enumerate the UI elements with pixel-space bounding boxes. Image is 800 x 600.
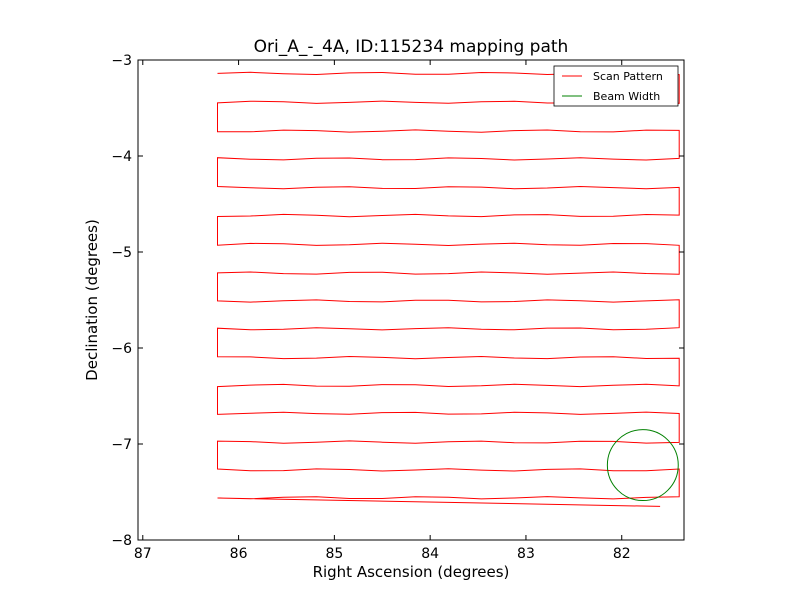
- chart-title: Ori_A_-_4A, ID:115234 mapping path: [254, 37, 569, 57]
- x-tick-label: 85: [325, 546, 343, 562]
- y-tick-label: −7: [111, 437, 132, 453]
- x-tick-label: 86: [230, 546, 248, 562]
- y-tick-label: −3: [111, 53, 132, 69]
- y-tick-label: −8: [111, 533, 132, 549]
- x-tick-label: 83: [517, 546, 535, 562]
- y-tick-label: −6: [111, 341, 132, 357]
- legend-box: [553, 65, 679, 107]
- y-tick-label: −4: [111, 149, 132, 165]
- x-axis-label: Right Ascension (degrees): [313, 563, 510, 581]
- plot-frame: [137, 59, 685, 541]
- x-tick-label: 87: [134, 546, 152, 562]
- beam-width-circle: [606, 429, 679, 502]
- y-tick-label: −5: [111, 245, 132, 261]
- scan-pattern-line: [217, 71, 680, 507]
- y-axis-label: Declination (degrees): [83, 219, 101, 381]
- legend: Scan Pattern Beam Width: [553, 65, 679, 107]
- legend-label-beam-width: Beam Width: [593, 90, 660, 103]
- x-tick-label: 84: [421, 546, 439, 562]
- legend-label-scan-pattern: Scan Pattern: [593, 70, 663, 83]
- x-tick-label: 82: [613, 546, 631, 562]
